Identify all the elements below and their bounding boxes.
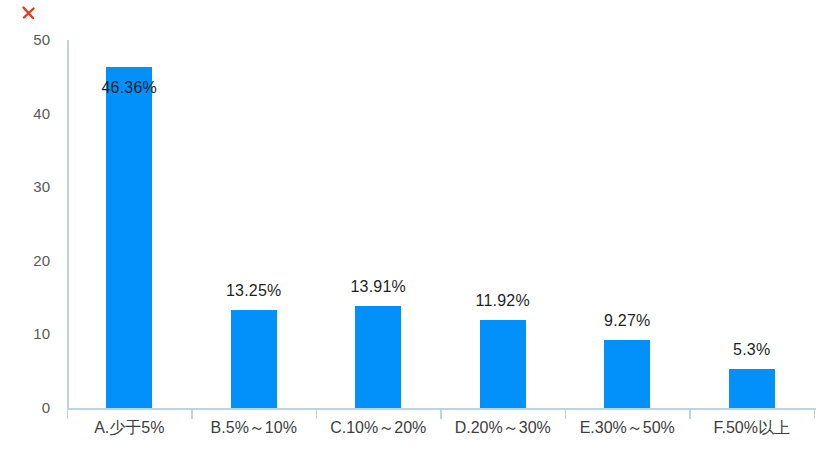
x-axis-category-label: A.少于5% [67, 418, 192, 438]
y-axis-tick-label: 30 [10, 177, 50, 197]
y-axis-tick-label: 10 [10, 324, 50, 344]
bar-value-label: 13.25% [204, 281, 304, 301]
x-axis-category-label: D.20%～30% [441, 418, 566, 438]
y-axis-tick-label: 40 [10, 104, 50, 124]
bar[interactable] [106, 67, 152, 408]
bar-chart: 0 10 20 30 40 50 46.36% A.少于5% 13.25% B.5%～10% 13.… [0, 0, 830, 470]
bar-value-label: 11.92% [453, 291, 553, 311]
y-axis-tick-label: 50 [10, 30, 50, 50]
bar[interactable] [729, 369, 775, 408]
bar[interactable] [480, 320, 526, 408]
bar[interactable] [604, 340, 650, 408]
bar-value-label: 5.3% [702, 340, 802, 360]
bar[interactable] [231, 310, 277, 408]
y-axis-tick-label: 0 [10, 398, 50, 418]
bar-value-label: 9.27% [577, 311, 677, 331]
y-axis-line [67, 40, 69, 408]
red-scribble-mark [20, 4, 37, 21]
y-axis-tick-label: 20 [10, 251, 50, 271]
x-axis-category-label: B.5%～10% [192, 418, 317, 438]
x-axis-category-label: F.50%以上 [690, 418, 815, 438]
bar-value-label: 46.36% [79, 78, 179, 98]
bar[interactable] [355, 306, 401, 408]
x-axis-category-label: C.10%～20% [316, 418, 441, 438]
x-axis-category-label: E.30%～50% [565, 418, 690, 438]
bar-value-label: 13.91% [328, 277, 428, 297]
